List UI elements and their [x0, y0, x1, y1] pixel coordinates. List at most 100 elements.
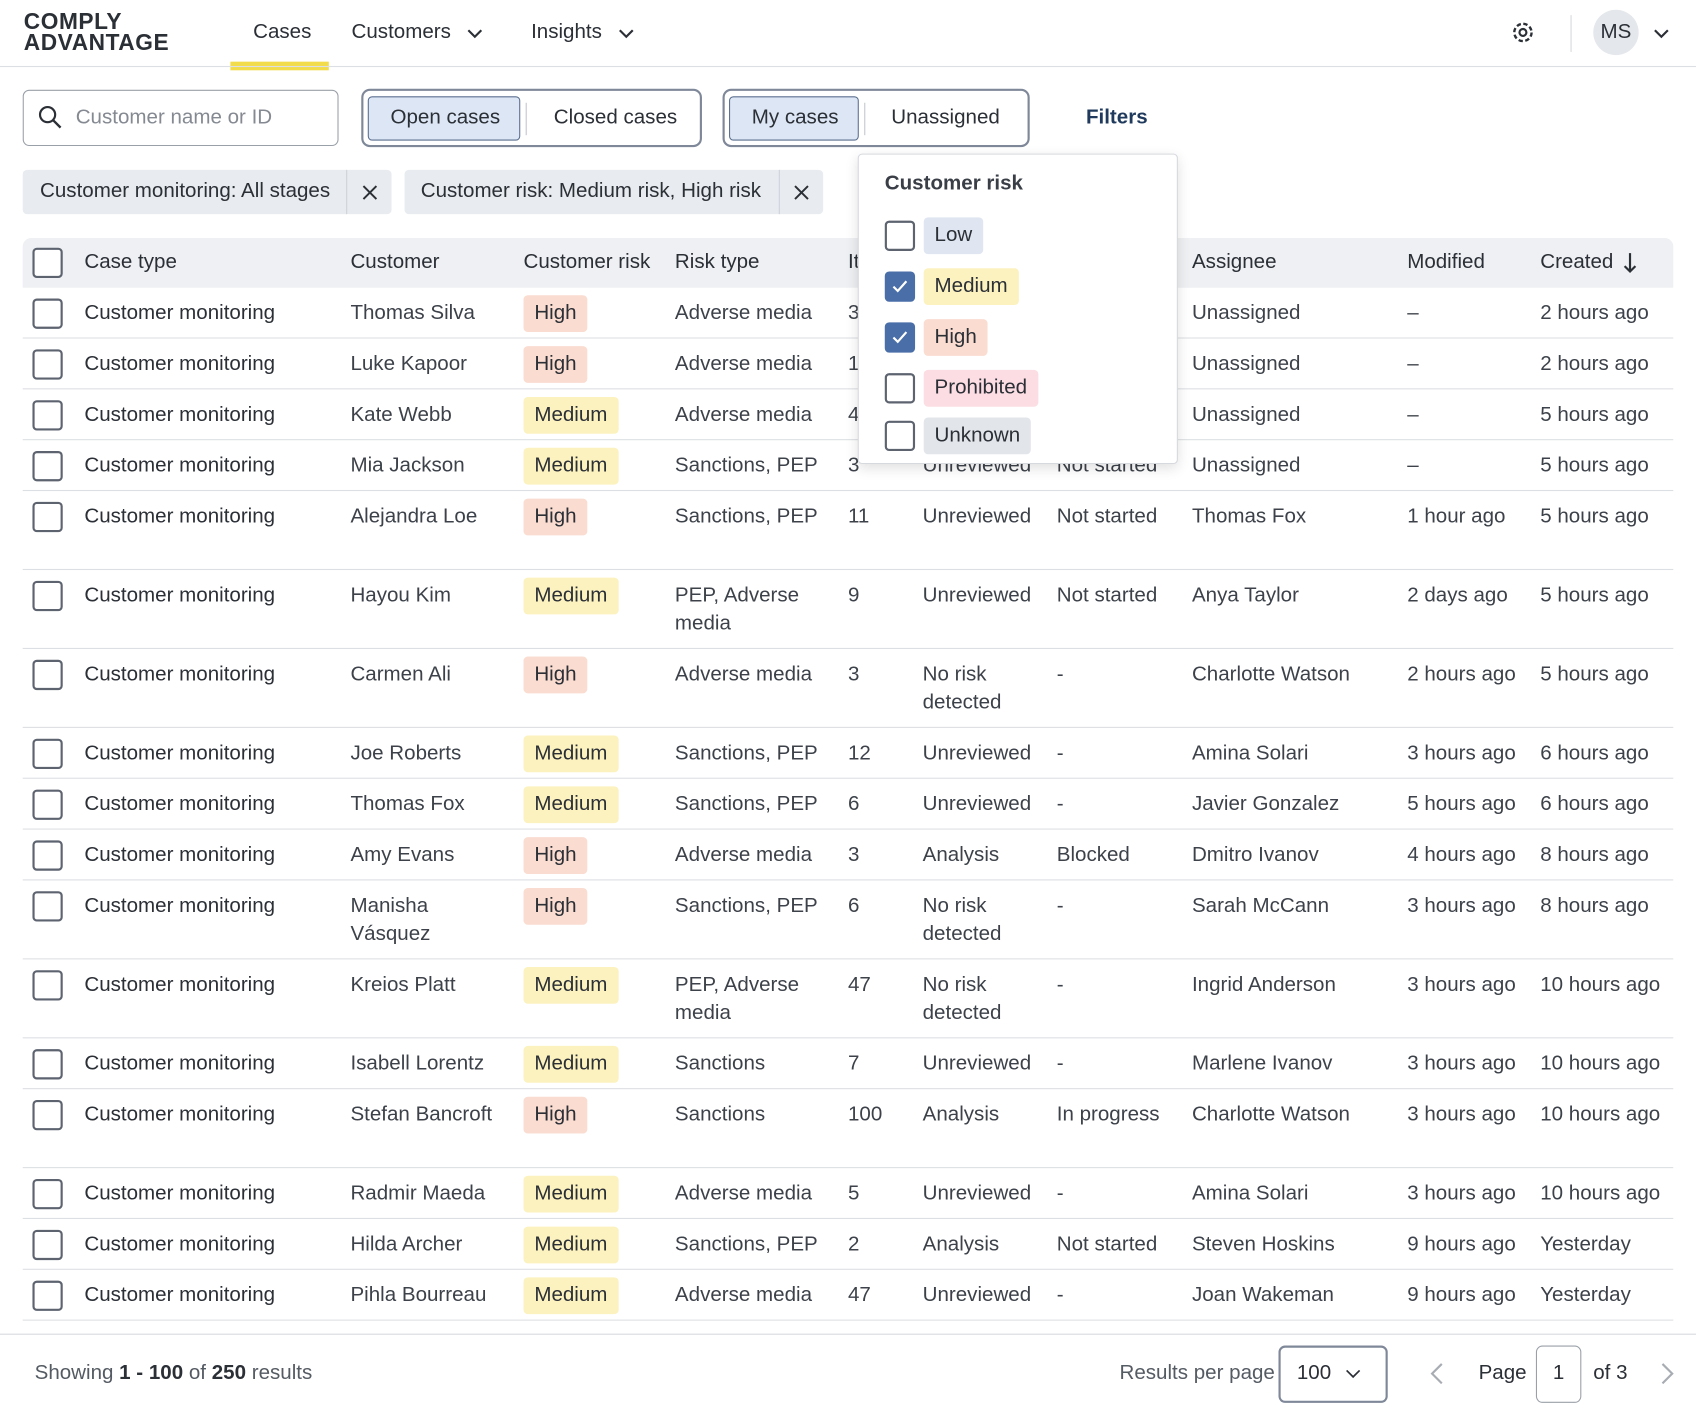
settings-icon[interactable]: [1510, 19, 1536, 45]
table-cell: Unassigned: [1191, 301, 1301, 325]
checkbox[interactable]: [32, 1178, 63, 1210]
table-cell: Customer monitoring: [84, 301, 276, 325]
filters-button[interactable]: Filters: [1085, 105, 1148, 129]
checkbox[interactable]: [32, 789, 63, 820]
table-cell: 5 hours ago: [1540, 403, 1649, 427]
chip-remove[interactable]: [361, 184, 378, 201]
per-page-select[interactable]: [1278, 1345, 1388, 1403]
table-cell: 5 hours ago: [1540, 663, 1649, 686]
checkbox[interactable]: [32, 1280, 63, 1311]
search-box[interactable]: [22, 89, 339, 147]
table-cell: Sanctions, PEP: [674, 792, 818, 816]
checkbox[interactable]: [32, 1100, 63, 1131]
nav-tab[interactable]: Customers: [351, 20, 451, 44]
checkbox[interactable]: [32, 1229, 63, 1261]
row-divider: [22, 1319, 1674, 1321]
page-input[interactable]: 1: [1535, 1345, 1582, 1403]
text: of: [188, 1361, 207, 1385]
toggle-option[interactable]: Unassigned: [891, 105, 1000, 129]
column-header[interactable]: Customer risk: [523, 250, 651, 274]
table-cell: Joan Wakeman: [1191, 1283, 1334, 1307]
checkbox[interactable]: [32, 501, 63, 533]
column-header[interactable]: Customer: [350, 250, 440, 274]
checkbox[interactable]: [32, 738, 63, 770]
checkbox[interactable]: [32, 970, 63, 1001]
column-header[interactable]: It: [847, 250, 860, 274]
risk-option[interactable]: Medium: [923, 268, 1019, 306]
per-page-label: Results per page: [1119, 1361, 1275, 1385]
divider: [1570, 15, 1572, 52]
table-cell: 12: [847, 741, 871, 765]
table-cell: 2 hours ago: [1540, 352, 1649, 376]
column-header[interactable]: Created: [1540, 250, 1614, 274]
risk-option[interactable]: Low: [923, 217, 984, 255]
risk-dropdown: Customer risk Low Medium High Prohibited Unk…: [857, 153, 1178, 465]
chevron: [619, 29, 634, 39]
sort-icon[interactable]: [1622, 252, 1637, 274]
chevron: [1346, 1369, 1361, 1379]
checkbox[interactable]: [884, 420, 916, 452]
table-cell: Customer monitoring: [84, 403, 276, 427]
checkbox[interactable]: [32, 451, 63, 482]
risk-option[interactable]: High: [923, 319, 988, 356]
logo[interactable]: COMPLY ADVANTAGE: [24, 11, 169, 54]
chip-remove[interactable]: [793, 184, 810, 201]
table-cell: Customer monitoring: [84, 1052, 276, 1076]
nav-tab[interactable]: Insights: [531, 20, 602, 44]
table-cell: Sarah McCann: [1191, 894, 1330, 918]
table-cell: Sanctions, PEP: [674, 894, 818, 918]
table-cell: Sanctions, PEP: [674, 505, 818, 528]
risk-badge: Medium: [523, 396, 619, 434]
table-cell: Customer monitoring: [84, 1182, 276, 1205]
checkbox[interactable]: [32, 580, 63, 612]
checkbox[interactable]: [32, 400, 63, 431]
column-header[interactable]: Risk type: [674, 250, 760, 274]
checkbox[interactable]: [884, 322, 916, 353]
checkbox[interactable]: [32, 349, 63, 380]
prev-page[interactable]: [1428, 1362, 1447, 1386]
search-placeholder: Customer name or ID: [75, 105, 273, 129]
table-cell: 8 hours ago: [1540, 894, 1649, 918]
dropdown-title: Customer risk: [884, 171, 1023, 195]
toggle-option[interactable]: Closed cases: [553, 105, 678, 129]
table-cell: 5 hours ago: [1540, 584, 1649, 607]
table-cell: Manisha Vásquez: [350, 894, 431, 946]
table-cell: 5 hours ago: [1540, 505, 1649, 528]
risk-option[interactable]: Prohibited: [923, 369, 1038, 407]
divider: [346, 169, 348, 215]
select-all-checkbox[interactable]: [32, 247, 63, 278]
table-cell: Unassigned: [1191, 403, 1301, 427]
column-header[interactable]: Case type: [84, 250, 177, 274]
table-cell: 10 hours ago: [1540, 1052, 1661, 1076]
checkbox[interactable]: [32, 298, 63, 329]
checkbox[interactable]: [32, 1049, 63, 1080]
table-cell: Unreviewed: [922, 505, 1032, 528]
table-cell: 6 hours ago: [1540, 741, 1649, 765]
column-header[interactable]: Modified: [1407, 250, 1485, 274]
column-header[interactable]: Assignee: [1191, 250, 1277, 274]
risk-badge: Medium: [523, 577, 619, 615]
risk-option[interactable]: Unknown: [923, 417, 1032, 455]
chip-label: Customer risk: Medium risk, High risk: [420, 179, 762, 203]
toggle-selected[interactable]: [367, 96, 521, 141]
table-cell: Not started: [1056, 1233, 1158, 1256]
checkbox[interactable]: [884, 271, 916, 302]
checkbox[interactable]: [32, 840, 63, 871]
table-cell: 8 hours ago: [1540, 843, 1649, 867]
table-cell: Customer monitoring: [84, 454, 276, 477]
table-cell: 9 hours ago: [1407, 1283, 1516, 1307]
checkbox[interactable]: [884, 373, 916, 404]
checkbox[interactable]: [884, 220, 916, 251]
avatar[interactable]: MS: [1593, 9, 1639, 56]
table-cell: 3 hours ago: [1407, 894, 1516, 918]
table-cell: -: [1056, 1283, 1064, 1307]
next-page[interactable]: [1657, 1362, 1676, 1386]
risk-badge: High: [523, 498, 588, 536]
table-cell: Sanctions: [674, 1052, 766, 1076]
table-cell: Unassigned: [1191, 352, 1301, 376]
checkbox[interactable]: [32, 891, 63, 922]
table-cell: Alejandra Loe: [350, 505, 478, 528]
checkbox[interactable]: [32, 659, 63, 691]
nav-tab[interactable]: Cases: [253, 20, 312, 44]
toggle-selected[interactable]: [729, 96, 859, 141]
